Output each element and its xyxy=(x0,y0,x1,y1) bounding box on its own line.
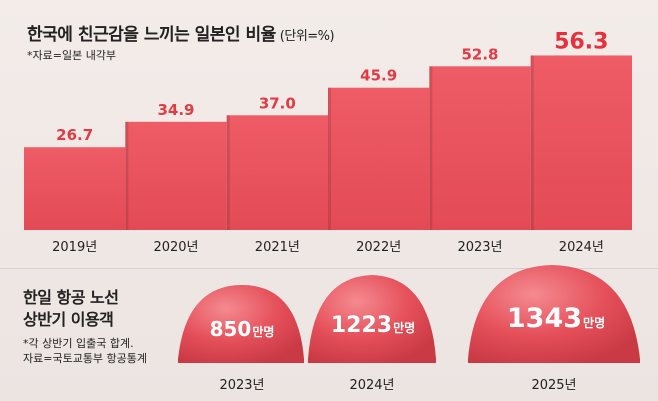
section2-note-line1: *각 상반기 입출국 합계. xyxy=(23,337,134,350)
dome-value-2023-unit: 만명 xyxy=(252,325,275,339)
bar-5 xyxy=(530,55,632,230)
bar-3 xyxy=(328,87,430,231)
bar-edge-shade-4 xyxy=(429,66,433,230)
section2-title: 한일 항공 노선 상반기 이용객 xyxy=(23,287,119,331)
bar-edge-shade-1 xyxy=(125,121,129,230)
category-label-0: 2019년 xyxy=(52,240,97,255)
value-label-2: 37.0 xyxy=(259,94,296,112)
section2-title-line2: 상반기 이용객 xyxy=(23,310,114,329)
unit-label: (단위=%) xyxy=(279,29,335,44)
section2-note: *각 상반기 입출국 합계. 자료=국토교통부 항공통계 xyxy=(23,336,147,366)
source-note: *자료=일본 내각부 xyxy=(27,49,117,62)
bar-4 xyxy=(429,66,531,230)
dome-value-2025-unit: 만명 xyxy=(583,316,606,330)
section2-note-line2: 자료=국토교통부 항공통계 xyxy=(23,352,148,365)
value-label-1: 34.9 xyxy=(157,101,194,119)
dome-2023 xyxy=(178,285,304,363)
category-label-5: 2024년 xyxy=(559,240,604,255)
dome-year-2024: 2024년 xyxy=(349,378,395,393)
chart-title-text: 한국에 친근감을 느끼는 일본인 비율 xyxy=(27,25,276,45)
bar-edge-shade-5 xyxy=(530,55,534,230)
bar-edge-shade-3 xyxy=(328,87,331,231)
dome-value-2023-number: 850 xyxy=(209,317,252,341)
dome-year-2023: 2023년 xyxy=(219,378,265,393)
category-label-4: 2023년 xyxy=(457,240,502,255)
value-label-3: 45.9 xyxy=(360,67,397,85)
dome-2025 xyxy=(468,265,640,363)
dome-value-2024-unit: 만명 xyxy=(393,321,416,335)
chart-title: 한국에 친근감을 느끼는 일본인 비율 (단위=%) xyxy=(27,20,335,45)
dome-value-2025-number: 1343 xyxy=(506,303,583,334)
category-label-1: 2020년 xyxy=(153,240,198,255)
dome-value-2024: 1223만명 xyxy=(312,313,434,338)
dome-year-2025: 2025년 xyxy=(531,378,577,393)
value-label-0: 26.7 xyxy=(56,126,93,144)
value-label-4: 52.8 xyxy=(461,45,498,63)
category-label-2: 2021년 xyxy=(255,240,300,255)
bar-1 xyxy=(125,121,227,230)
domes-graphic xyxy=(178,265,640,363)
bar-chart: 26.7 2019년 34.9 2020년 37.0 2021년 45.9 2022년 52.8… xyxy=(24,29,632,255)
dome-value-2023: 850만명 xyxy=(182,317,302,341)
category-label-3: 2022년 xyxy=(356,240,401,255)
section-divider xyxy=(0,268,658,269)
bar-2 xyxy=(226,115,328,230)
bar-edge-shade-2 xyxy=(226,115,230,230)
dome-value-2024-number: 1223 xyxy=(330,313,393,338)
value-label-5: 56.3 xyxy=(554,29,608,54)
section2-title-line1: 한일 항공 노선 xyxy=(23,288,119,307)
bar-0 xyxy=(24,147,126,230)
dome-2024 xyxy=(308,275,436,363)
dome-value-2025: 1343만명 xyxy=(478,303,634,334)
